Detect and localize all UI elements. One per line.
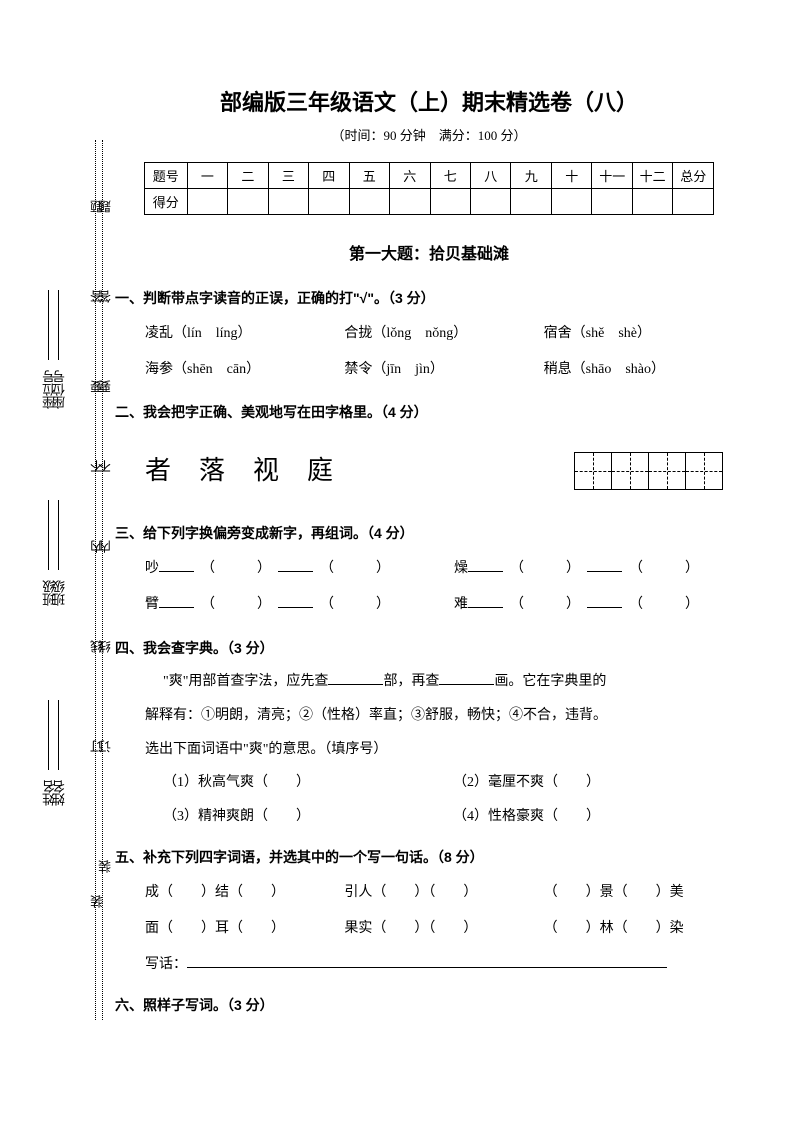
score-cell[interactable] — [430, 189, 470, 215]
q2-char: 庭 — [307, 440, 333, 502]
seat-line[interactable] — [48, 290, 49, 360]
q2-char: 落 — [199, 440, 225, 502]
q1-header: 一、判断带点字读音的正误，正确的打"√"。（3 分） — [115, 282, 743, 316]
score-label-cell: 得分 — [145, 189, 188, 215]
q1-item: 海参（shēn cān） — [145, 352, 344, 388]
q4-body: 解释有：①明朗，清亮；②（性格）率直；③舒服，畅快；④不合，违背。 — [115, 699, 743, 733]
score-cell[interactable] — [349, 189, 389, 215]
q1-item: 合拢（lǒng nǒng） — [344, 316, 543, 352]
binding-text: 线 — [96, 640, 115, 653]
binding-text: 题 — [96, 200, 115, 213]
q5-write[interactable]: 写话： — [115, 948, 743, 982]
seat-label: 座位号 — [50, 370, 69, 409]
seat-line[interactable] — [58, 290, 59, 360]
q5-item[interactable]: 引人（ ）（ ） — [344, 875, 543, 911]
header-cell: 四 — [309, 163, 349, 189]
q4-header: 四、我会查字典。（3 分） — [115, 632, 743, 666]
q3-item: 臂 （ ） （ ） — [145, 587, 434, 623]
table-row: 得分 — [145, 189, 714, 215]
q2-header: 二、我会把字正确、美观地写在田字格里。（4 分） — [115, 396, 743, 430]
section-title: 第一大题：拾贝基础滩 — [115, 240, 743, 264]
score-cell[interactable] — [673, 189, 714, 215]
writing-grid[interactable] — [575, 452, 723, 490]
header-cell: 十一 — [592, 163, 632, 189]
binding-text: 内 — [96, 540, 115, 553]
score-cell[interactable] — [228, 189, 268, 215]
q3-header: 三、给下列字换偏旁变成新字，再组词。（4 分） — [115, 517, 743, 551]
q1-item: 稍息（shāo shào） — [544, 352, 743, 388]
q2-char: 者 — [145, 440, 171, 502]
class-label: 班级 — [50, 580, 69, 606]
q5-item[interactable]: 成（ ）结（ ） — [145, 875, 344, 911]
q1-item: 凌乱（lín líng） — [145, 316, 344, 352]
header-cell: 六 — [390, 163, 430, 189]
q3-item: 难 （ ） （ ） — [434, 587, 743, 623]
table-row: 题号 一 二 三 四 五 六 七 八 九 十 十一 十二 总分 — [145, 163, 714, 189]
binding-text: 装 — [96, 860, 115, 873]
binding-text: 答 — [96, 290, 115, 303]
score-cell[interactable] — [187, 189, 227, 215]
header-cell: 五 — [349, 163, 389, 189]
score-cell[interactable] — [511, 189, 551, 215]
header-cell: 题号 — [145, 163, 188, 189]
header-cell: 二 — [228, 163, 268, 189]
header-cell: 三 — [268, 163, 308, 189]
header-cell: 九 — [511, 163, 551, 189]
page-subtitle: （时间：90 分钟 满分：100 分） — [115, 125, 743, 144]
score-cell[interactable] — [390, 189, 430, 215]
binding-margin: 装 订 线 内 不 要 答 题 装 订 线 内 不 要 答 题 姓名 姓名 班级… — [20, 140, 105, 1020]
binding-text: 不 — [96, 460, 115, 473]
page-title: 部编版三年级语文（上）期末精选卷（八） — [115, 85, 743, 117]
score-cell[interactable] — [592, 189, 632, 215]
q5-item[interactable]: 果实（ ）（ ） — [344, 911, 543, 947]
q3-item: 燥 （ ） （ ） — [434, 551, 743, 587]
score-cell[interactable] — [471, 189, 511, 215]
q1-item: 禁令（jīn jìn） — [344, 352, 543, 388]
q2-char: 视 — [253, 440, 279, 502]
binding-text: 要 — [96, 380, 115, 393]
class-line[interactable] — [48, 500, 49, 570]
header-cell: 八 — [471, 163, 511, 189]
binding-text: 订 — [96, 740, 115, 753]
class-line[interactable] — [58, 500, 59, 570]
name-line[interactable] — [58, 700, 59, 770]
score-table: 题号 一 二 三 四 五 六 七 八 九 十 十一 十二 总分 得分 — [144, 162, 714, 215]
header-cell: 一 — [187, 163, 227, 189]
q4-item[interactable]: （3）精神爽朗（ ） — [163, 800, 453, 834]
q5-item[interactable]: （ ）林（ ）染 — [544, 911, 743, 947]
q5-item[interactable]: 面（ ）耳（ ） — [145, 911, 344, 947]
score-cell[interactable] — [309, 189, 349, 215]
header-cell: 总分 — [673, 163, 714, 189]
name-line[interactable] — [48, 700, 49, 770]
name-label: 姓名 — [50, 780, 69, 806]
q4-item[interactable]: （1）秋高气爽（ ） — [163, 766, 453, 800]
q5-item[interactable]: （ ）景（ ）美 — [544, 875, 743, 911]
q4-body: 选出下面词语中"爽"的意思。（填序号） — [115, 733, 743, 767]
score-cell[interactable] — [632, 189, 672, 215]
q3-item: 吵 （ ） （ ） — [145, 551, 434, 587]
header-cell: 七 — [430, 163, 470, 189]
q6-header: 六、照样子写词。（3 分） — [115, 989, 743, 1023]
q4-body: "爽"用部首查字法，应先查部，再查画。它在字典里的 — [115, 665, 743, 699]
q4-item[interactable]: （2）毫厘不爽（ ） — [453, 766, 743, 800]
q1-item: 宿舍（shě shè） — [544, 316, 743, 352]
header-cell: 十 — [551, 163, 591, 189]
score-cell[interactable] — [268, 189, 308, 215]
header-cell: 十二 — [632, 163, 672, 189]
q5-header: 五、补充下列四字词语，并选其中的一个写一句话。（8 分） — [115, 841, 743, 875]
q4-item[interactable]: （4）性格豪爽（ ） — [453, 800, 743, 834]
score-cell[interactable] — [551, 189, 591, 215]
